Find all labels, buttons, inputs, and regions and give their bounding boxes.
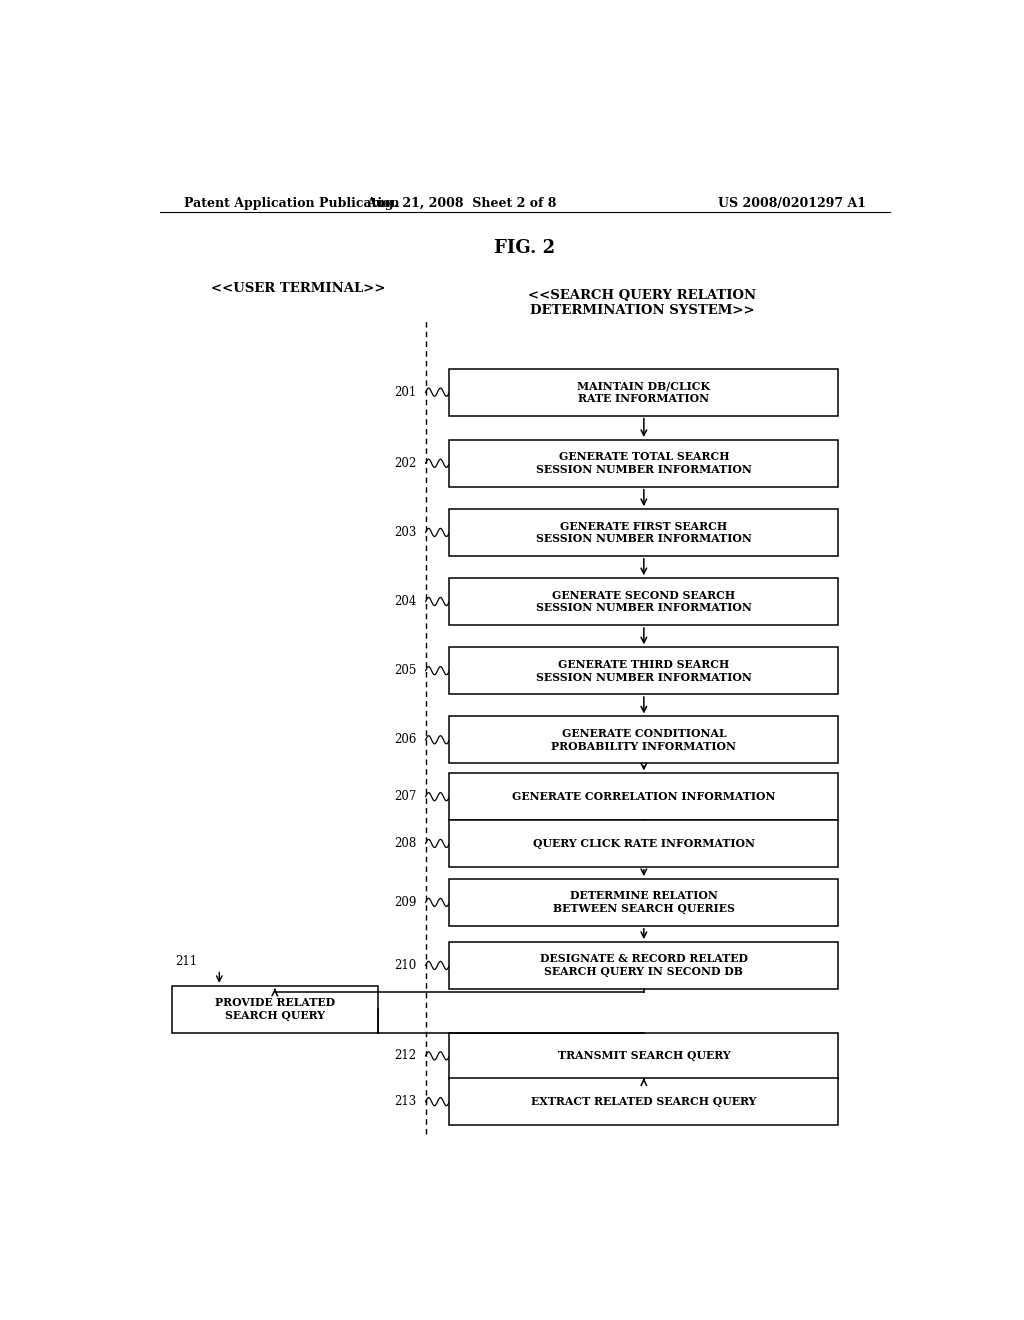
Text: DETERMINE RELATION
BETWEEN SEARCH QUERIES: DETERMINE RELATION BETWEEN SEARCH QUERIE… <box>553 891 735 915</box>
Bar <box>450 1078 839 1125</box>
Text: 205: 205 <box>393 664 416 677</box>
Text: GENERATE FIRST SEARCH
SESSION NUMBER INFORMATION: GENERATE FIRST SEARCH SESSION NUMBER INF… <box>536 520 752 544</box>
Bar <box>172 986 378 1032</box>
Bar <box>450 942 839 989</box>
Text: GENERATE TOTAL SEARCH
SESSION NUMBER INFORMATION: GENERATE TOTAL SEARCH SESSION NUMBER INF… <box>536 451 752 475</box>
Text: FIG. 2: FIG. 2 <box>495 239 555 257</box>
Text: 201: 201 <box>394 385 416 399</box>
Bar <box>450 510 839 556</box>
Bar <box>450 774 839 820</box>
Text: <<USER TERMINAL>>: <<USER TERMINAL>> <box>211 282 386 294</box>
Text: Patent Application Publication: Patent Application Publication <box>183 197 399 210</box>
Text: GENERATE THIRD SEARCH
SESSION NUMBER INFORMATION: GENERATE THIRD SEARCH SESSION NUMBER INF… <box>536 659 752 682</box>
Text: GENERATE SECOND SEARCH
SESSION NUMBER INFORMATION: GENERATE SECOND SEARCH SESSION NUMBER IN… <box>536 590 752 614</box>
Text: MAINTAIN DB/CLICK
RATE INFORMATION: MAINTAIN DB/CLICK RATE INFORMATION <box>578 380 711 404</box>
Text: 204: 204 <box>393 595 416 609</box>
Text: <<SEARCH QUERY RELATION
DETERMINATION SYSTEM>>: <<SEARCH QUERY RELATION DETERMINATION SY… <box>528 289 757 317</box>
Text: PROVIDE RELATED
SEARCH QUERY: PROVIDE RELATED SEARCH QUERY <box>215 997 335 1022</box>
Text: 211: 211 <box>176 954 198 968</box>
Bar <box>450 717 839 763</box>
Text: 210: 210 <box>394 958 416 972</box>
Bar <box>450 1032 839 1080</box>
Bar <box>450 368 839 416</box>
Bar <box>450 879 839 925</box>
Text: 202: 202 <box>394 457 416 470</box>
Text: Aug. 21, 2008  Sheet 2 of 8: Aug. 21, 2008 Sheet 2 of 8 <box>367 197 556 210</box>
Text: 207: 207 <box>393 791 416 803</box>
Text: 203: 203 <box>393 525 416 539</box>
Text: EXTRACT RELATED SEARCH QUERY: EXTRACT RELATED SEARCH QUERY <box>531 1096 757 1107</box>
Text: 208: 208 <box>394 837 416 850</box>
Bar <box>450 647 839 694</box>
Text: 206: 206 <box>393 734 416 746</box>
Text: GENERATE CORRELATION INFORMATION: GENERATE CORRELATION INFORMATION <box>512 791 775 803</box>
Bar <box>450 440 839 487</box>
Text: GENERATE CONDITIONAL
PROBABILITY INFORMATION: GENERATE CONDITIONAL PROBABILITY INFORMA… <box>551 727 736 751</box>
Bar <box>450 820 839 867</box>
Text: 213: 213 <box>394 1096 416 1107</box>
Text: DESIGNATE & RECORD RELATED
SEARCH QUERY IN SECOND DB: DESIGNATE & RECORD RELATED SEARCH QUERY … <box>540 953 748 977</box>
Text: 212: 212 <box>394 1049 416 1063</box>
Text: TRANSMIT SEARCH QUERY: TRANSMIT SEARCH QUERY <box>557 1051 730 1061</box>
Text: QUERY CLICK RATE INFORMATION: QUERY CLICK RATE INFORMATION <box>532 838 755 849</box>
Bar <box>450 578 839 624</box>
Text: 209: 209 <box>393 896 416 909</box>
Text: US 2008/0201297 A1: US 2008/0201297 A1 <box>718 197 866 210</box>
